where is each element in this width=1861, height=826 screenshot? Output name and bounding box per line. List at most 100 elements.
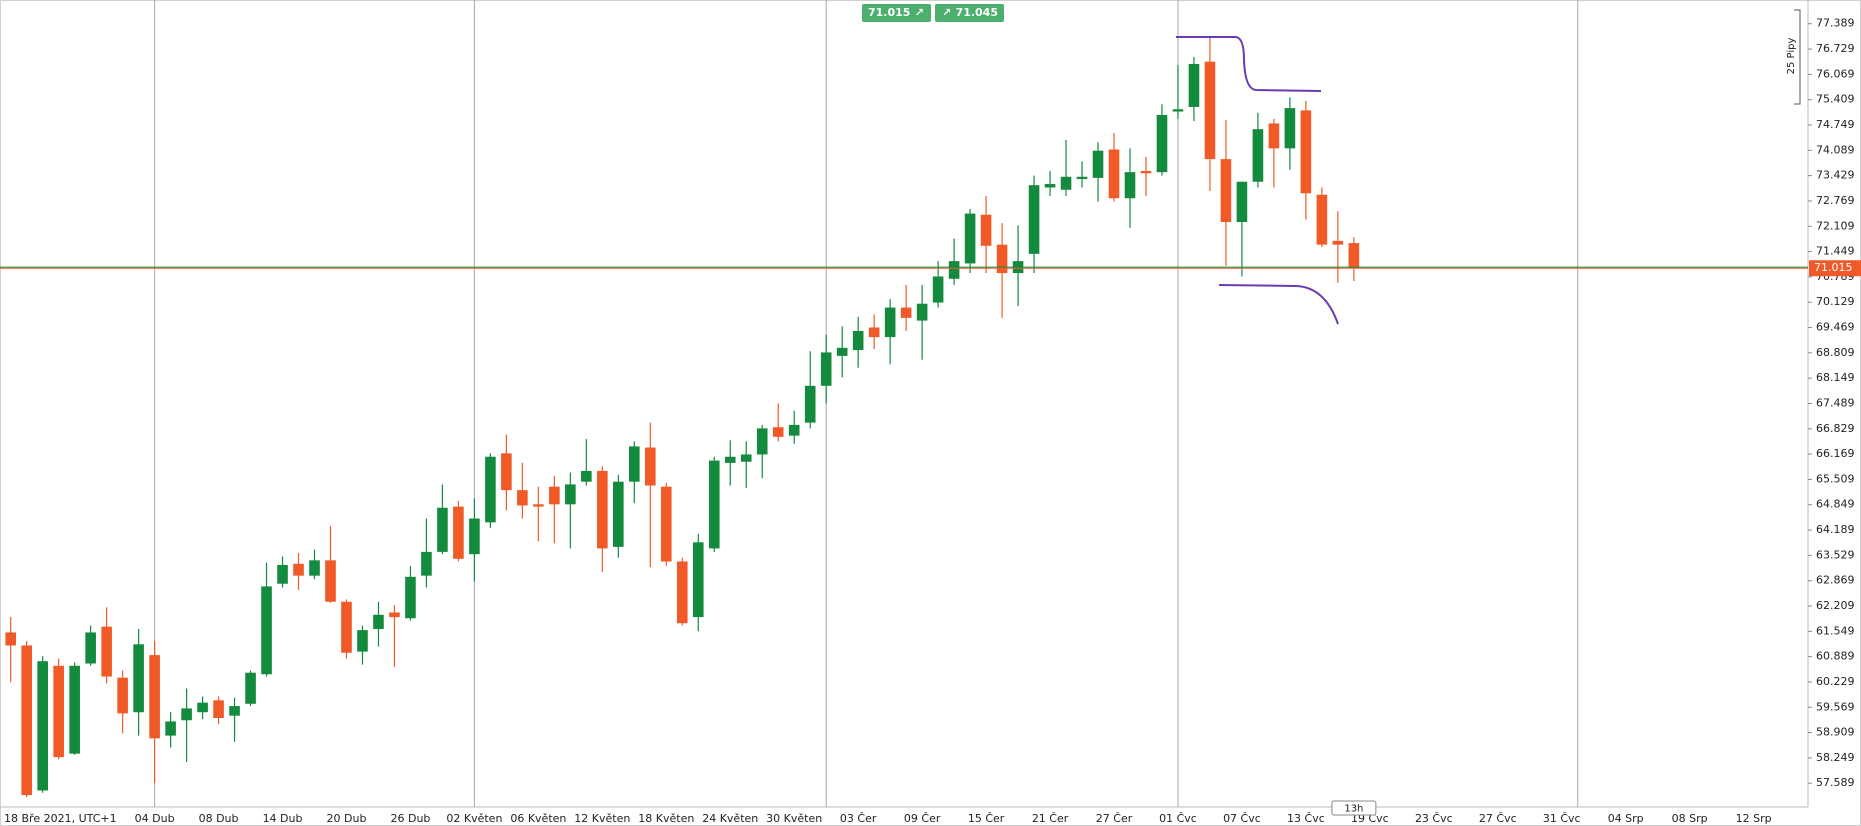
candle-body [1300, 110, 1312, 194]
candle-body [1316, 194, 1328, 245]
x-tick-label: 04 Dub [135, 812, 175, 825]
candle-body [708, 460, 720, 549]
candle-body [309, 560, 320, 576]
candle-body [1108, 149, 1120, 199]
x-tick-label: 18 Bře 2021, UTC+1 [4, 812, 117, 825]
candle-body [1044, 184, 1056, 188]
candle [645, 422, 656, 568]
y-tick-label: 62.209 [1816, 599, 1855, 612]
candle-body [69, 665, 80, 754]
candle-body [1092, 150, 1104, 178]
candle-body [852, 330, 864, 351]
candle [1252, 112, 1264, 188]
candle [948, 238, 960, 285]
candles [5, 37, 1360, 798]
y-tick-label: 67.489 [1816, 396, 1855, 409]
candle [181, 688, 192, 763]
candle [149, 640, 160, 784]
candle-body [964, 213, 976, 264]
candle-body [900, 307, 912, 318]
x-tick-label: 27 Čvc [1479, 812, 1517, 825]
y-tick-label: 68.149 [1816, 371, 1855, 384]
candle [501, 434, 512, 511]
countdown-bg [1331, 800, 1377, 816]
candle-body [692, 542, 704, 618]
x-tick-label: 13 Čvc [1287, 812, 1325, 825]
buy-bg[interactable] [935, 4, 1004, 22]
buy-price[interactable]: 71.045 [956, 6, 998, 19]
candle [932, 261, 944, 308]
y-tick-label: 64.189 [1816, 523, 1855, 536]
candle-body [980, 214, 992, 246]
candle [916, 284, 928, 360]
candle-body [565, 484, 576, 505]
candle [1124, 148, 1136, 228]
sell-price[interactable]: 71.015 [868, 6, 910, 19]
buy-button[interactable]: ↗ 71.045 [935, 4, 1004, 22]
candle-body [660, 486, 672, 562]
candle [1316, 187, 1328, 247]
candle [1332, 211, 1344, 283]
candle [565, 472, 576, 549]
y-tick-label: 72.109 [1816, 219, 1855, 232]
candle-body [549, 486, 560, 505]
candle [133, 628, 144, 736]
candle-body [165, 721, 176, 736]
candle [277, 556, 288, 588]
x-tick-label: 14 Dub [263, 812, 303, 825]
candle-body [277, 564, 288, 584]
candle-body [1284, 108, 1296, 149]
x-tick-label: 31 Čvc [1543, 812, 1581, 825]
candle [37, 656, 48, 793]
candle-body [836, 347, 848, 356]
candle-body [613, 481, 624, 547]
candle [341, 599, 352, 659]
sell-button[interactable]: 71.015 ↗ [862, 4, 931, 22]
candle [980, 195, 992, 274]
sell-bg[interactable] [862, 4, 931, 22]
overlay: 71.015 13h [0, 260, 1861, 816]
candle-body [1156, 114, 1168, 173]
candle-body [21, 645, 32, 796]
candle [613, 474, 624, 558]
candle [1060, 139, 1072, 196]
candle [836, 326, 848, 378]
candle [533, 486, 544, 542]
x-tick-label: 20 Dub [327, 812, 367, 825]
candle-body [485, 456, 496, 523]
candle [437, 484, 448, 555]
candle [1236, 181, 1248, 277]
candle [485, 453, 496, 529]
candle [517, 462, 528, 519]
candle-body [197, 702, 208, 713]
candle-body [1236, 181, 1248, 223]
candle-body [85, 632, 96, 664]
candle-body [597, 470, 608, 549]
candle-body [501, 453, 512, 491]
candle-body [133, 644, 144, 713]
x-tick-label: 07 Čvc [1223, 812, 1261, 825]
x-tick-label: 08 Srp [1672, 812, 1708, 825]
candle [1172, 65, 1184, 119]
y-tick-label: 63.529 [1816, 548, 1855, 561]
candle [597, 466, 608, 572]
candle [85, 625, 96, 666]
x-tick-label: 30 Květen [766, 812, 822, 825]
candle [852, 316, 864, 368]
candle [197, 696, 208, 720]
candle-body [820, 352, 832, 386]
x-tick-label: 04 Srp [1608, 812, 1644, 825]
y-tick-label: 65.509 [1816, 472, 1855, 485]
candle [5, 617, 17, 683]
y-tick-label: 60.229 [1816, 675, 1855, 688]
candle [788, 410, 800, 444]
candle [1268, 118, 1280, 188]
candle-body [1332, 240, 1344, 245]
candle [101, 607, 112, 684]
x-tick-label: 12 Květen [574, 812, 630, 825]
y-tick-label: 70.129 [1816, 295, 1855, 308]
candle [1188, 57, 1200, 122]
candle [1156, 104, 1168, 176]
candle [357, 625, 368, 665]
y-tick-label: 74.089 [1816, 143, 1855, 156]
